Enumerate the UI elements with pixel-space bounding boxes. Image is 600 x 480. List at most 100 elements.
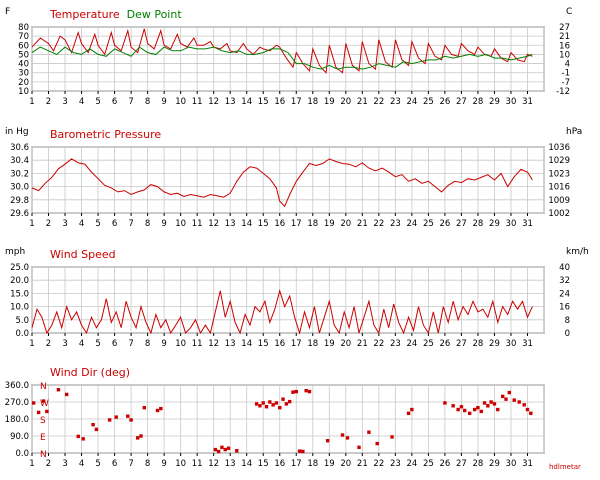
legend-temperature-0: Temperature xyxy=(49,8,120,21)
x-tick-label: 7 xyxy=(128,339,133,349)
x-tick-label: 22 xyxy=(373,97,384,107)
left-unit-label: in Hg xyxy=(5,127,29,137)
y-tick-label-left: 5.0 xyxy=(15,316,29,326)
legend-temperature-1: Dew Point xyxy=(127,8,183,21)
point-winddir xyxy=(517,400,521,404)
point-winddir xyxy=(268,400,272,404)
x-tick-label: 31 xyxy=(522,339,533,349)
y-tick-label-right: 16 xyxy=(559,303,570,313)
y-tick-label-right: 10 xyxy=(559,50,570,60)
point-winddir xyxy=(291,390,295,394)
x-tick-label: 18 xyxy=(307,219,318,229)
x-tick-label: 24 xyxy=(406,219,417,229)
right-unit-label: C xyxy=(566,7,572,17)
x-tick-label: 3 xyxy=(62,97,67,107)
x-tick-label: 10 xyxy=(175,97,186,107)
x-tick-label: 9 xyxy=(161,219,166,229)
y-tick-label-left: 10.0 xyxy=(10,303,29,313)
x-tick-label: 8 xyxy=(145,339,150,349)
x-tick-label: 30 xyxy=(506,219,517,229)
y-tick-label-right: 32 xyxy=(559,276,570,286)
x-tick-label: 11 xyxy=(192,339,203,349)
point-winddir xyxy=(264,405,269,409)
x-tick-label: 6 xyxy=(112,339,117,349)
point-winddir xyxy=(406,411,411,416)
y-tick-label-left: 70 xyxy=(18,32,29,42)
left-unit-label: mph xyxy=(5,247,25,257)
x-tick-label: 27 xyxy=(456,339,467,349)
x-tick-label: 11 xyxy=(192,97,203,107)
x-tick-label: 4 xyxy=(79,339,84,349)
x-tick-label: 23 xyxy=(390,97,401,107)
x-tick-label: 28 xyxy=(473,459,484,469)
x-tick-label: 27 xyxy=(456,219,467,229)
x-tick-label: 15 xyxy=(258,339,269,349)
x-tick-label: 13 xyxy=(225,459,236,469)
y-tick-label-right: 40 xyxy=(559,263,570,273)
y-tick-label-left: 15.0 xyxy=(10,289,29,299)
point-winddir xyxy=(56,388,61,392)
series-line-wind-0 xyxy=(31,289,533,335)
x-tick-label: 18 xyxy=(307,339,318,349)
point-winddir xyxy=(367,430,371,434)
x-tick-label: 10 xyxy=(175,459,186,469)
point-winddir xyxy=(114,415,118,419)
compass-label: N xyxy=(40,450,47,460)
point-winddir xyxy=(36,410,41,415)
x-tick-label: 7 xyxy=(128,219,133,229)
point-winddir xyxy=(261,401,265,405)
x-tick-label: 28 xyxy=(473,97,484,107)
right-unit-label: km/h xyxy=(566,247,589,257)
x-tick-label: 2 xyxy=(46,97,51,107)
point-winddir xyxy=(307,389,312,394)
y-tick-label-left: 80 xyxy=(18,23,29,33)
x-tick-label: 6 xyxy=(112,219,117,229)
x-tick-label: 29 xyxy=(489,339,500,349)
point-winddir xyxy=(216,449,221,454)
y-tick-label-right: 8 xyxy=(565,316,570,326)
point-winddir xyxy=(325,439,330,443)
y-tick-label-left: 10 xyxy=(18,87,29,97)
x-tick-label: 8 xyxy=(145,97,150,107)
y-tick-label-right: 1002 xyxy=(548,209,570,219)
x-tick-label: 25 xyxy=(423,219,434,229)
y-tick-label-left: 20.0 xyxy=(10,276,29,286)
legend-pressure-0: Barometric Pressure xyxy=(50,128,161,141)
y-tick-label-left: 50 xyxy=(18,50,29,60)
x-tick-label: 28 xyxy=(473,219,484,229)
point-winddir xyxy=(301,449,305,454)
x-tick-label: 23 xyxy=(390,219,401,229)
y-tick-label-left: 30.6 xyxy=(10,143,29,153)
x-tick-label: 24 xyxy=(406,339,417,349)
x-tick-label: 19 xyxy=(324,459,335,469)
x-tick-label: 14 xyxy=(241,219,252,229)
x-tick-label: 9 xyxy=(161,339,166,349)
y-tick-label-right: 16 xyxy=(559,41,570,51)
point-winddir xyxy=(274,401,279,405)
x-tick-label: 22 xyxy=(373,219,384,229)
x-tick-label: 31 xyxy=(522,219,533,229)
x-tick-label: 11 xyxy=(192,459,203,469)
compass-label: N xyxy=(40,382,47,392)
x-tick-label: 12 xyxy=(208,97,219,107)
point-winddir xyxy=(512,398,516,402)
x-tick-label: 25 xyxy=(423,339,434,349)
x-tick-label: 25 xyxy=(423,459,434,469)
point-winddir xyxy=(507,390,512,395)
x-tick-label: 20 xyxy=(340,97,351,107)
point-winddir xyxy=(281,397,285,401)
point-winddir xyxy=(476,405,480,410)
x-tick-label: 1 xyxy=(29,219,34,229)
y-tick-label-right: 1009 xyxy=(548,196,570,206)
compass-label: E xyxy=(40,433,46,443)
x-tick-label: 20 xyxy=(340,459,351,469)
point-winddir xyxy=(41,399,46,403)
x-tick-label: 30 xyxy=(506,97,517,107)
y-tick-label-left: 30.4 xyxy=(10,156,29,166)
point-winddir xyxy=(472,407,477,412)
point-winddir xyxy=(340,433,345,437)
compass-label: W xyxy=(40,399,49,409)
x-tick-label: 29 xyxy=(489,97,500,107)
x-tick-label: 29 xyxy=(489,219,500,229)
